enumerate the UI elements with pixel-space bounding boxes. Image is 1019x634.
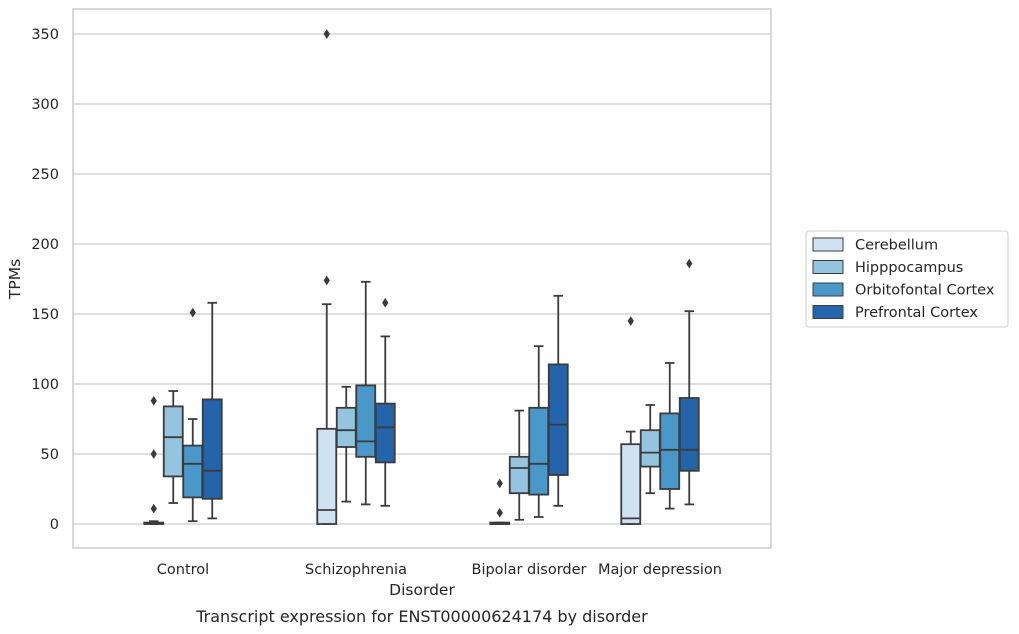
- y-axis-label: TPMs: [6, 259, 24, 300]
- legend-label: Orbitofontal Cortex: [855, 283, 995, 299]
- legend-item: Hipppocampus: [812, 260, 963, 276]
- outlier-point: [627, 316, 634, 326]
- x-tick-label: Major depression: [598, 562, 722, 578]
- box: [639, 404, 661, 495]
- box-iqr: [316, 427, 338, 525]
- box: [528, 345, 550, 518]
- legend-swatch: [812, 282, 844, 297]
- legend-frame: [805, 230, 1009, 328]
- box-iqr: [162, 405, 184, 478]
- y-tick-label: 350: [31, 27, 59, 43]
- y-tick-label: 250: [31, 167, 59, 183]
- series-hipppocampus: [162, 385, 661, 521]
- y-tick-label: 100: [31, 377, 59, 393]
- box-iqr: [335, 406, 357, 448]
- outlier-point: [323, 29, 330, 39]
- legend-label: Cerebellum: [855, 238, 938, 254]
- y-tick-label: 0: [50, 517, 59, 533]
- x-axis-label: Disorder: [389, 581, 455, 599]
- box: [547, 294, 569, 507]
- outlier-point: [150, 449, 157, 459]
- y-tick-label: 150: [31, 307, 59, 323]
- box: [316, 29, 338, 525]
- legend-label: Prefrontal Cortex: [855, 305, 978, 321]
- box-iqr: [508, 455, 530, 495]
- y-tick-label: 300: [31, 97, 59, 113]
- series-orbitofontal-cortex: [182, 280, 681, 523]
- legend-swatch: [812, 305, 844, 319]
- box-iqr: [678, 397, 700, 472]
- box: [201, 301, 223, 520]
- box: [508, 409, 530, 521]
- box: [620, 316, 642, 525]
- y-tick-labels: 0 50 100 150 200 250 300 350: [31, 27, 59, 533]
- box-iqr: [639, 429, 661, 468]
- x-tick-labels: Control Schizophrenia Bipolar disorder Majo…: [157, 562, 722, 578]
- outlier-point: [323, 275, 330, 286]
- legend-label: Hipppocampus: [855, 260, 963, 276]
- x-tick-label: Bipolar disorder: [472, 562, 587, 578]
- outlier-point: [150, 395, 157, 406]
- box: [374, 297, 396, 507]
- box: [182, 307, 204, 523]
- box-series: [143, 29, 700, 525]
- x-tick-label: Schizophrenia: [305, 562, 407, 578]
- chart-caption: Transcript expression for ENST0000062417…: [195, 607, 648, 626]
- legend-item: Cerebellum: [812, 237, 938, 254]
- legend-item: Orbitofontal Cortex: [812, 282, 995, 299]
- box: [678, 258, 700, 506]
- box: [335, 385, 357, 503]
- outlier-point: [686, 258, 693, 269]
- box-iqr: [659, 412, 681, 490]
- x-tick-label: Control: [157, 562, 209, 578]
- box-iqr: [201, 398, 223, 500]
- box-iqr: [374, 402, 396, 464]
- y-tick-label: 200: [31, 237, 59, 253]
- box: [489, 478, 511, 525]
- box: [659, 362, 681, 510]
- legend-swatch: [812, 237, 844, 252]
- outlier-point: [150, 503, 157, 514]
- y-tick-label: 50: [41, 447, 59, 463]
- legend-item: Prefrontal Cortex: [812, 305, 978, 321]
- outlier-point: [496, 507, 503, 518]
- series-prefrontal-cortex: [201, 258, 700, 520]
- legend: Cerebellum Hipppocampus Orbitofontal Corte…: [805, 230, 1009, 328]
- plot-frame: [72, 8, 772, 549]
- box-iqr: [355, 384, 377, 458]
- outlier-point: [496, 478, 503, 489]
- outlier-point: [382, 297, 389, 308]
- box: [143, 395, 165, 525]
- box-iqr: [547, 363, 569, 476]
- box-iqr: [620, 443, 642, 525]
- series-cerebellum: [143, 29, 642, 525]
- legend-swatch: [812, 260, 844, 274]
- box: [162, 390, 184, 504]
- outlier-point: [189, 307, 196, 318]
- box: [355, 280, 377, 506]
- box-iqr: [528, 406, 550, 496]
- box-iqr: [182, 444, 204, 499]
